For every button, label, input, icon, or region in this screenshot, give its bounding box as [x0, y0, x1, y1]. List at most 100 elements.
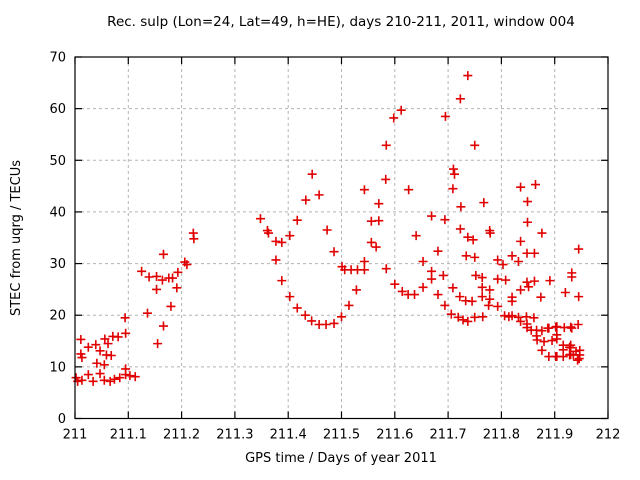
y-tick-label: 0	[58, 412, 66, 427]
data-point-marker	[292, 215, 302, 225]
data-point-marker	[99, 375, 109, 385]
data-point-marker	[359, 257, 369, 267]
data-point-marker	[427, 211, 437, 221]
data-point-marker	[470, 252, 480, 262]
data-point-marker	[552, 322, 562, 332]
data-point-marker	[552, 330, 562, 340]
data-point-marker	[381, 174, 391, 184]
data-point-marker	[448, 184, 458, 194]
data-point-marker	[130, 372, 140, 382]
y-tick-label: 50	[49, 154, 66, 169]
data-point-marker	[285, 231, 295, 241]
data-point-marker	[172, 283, 182, 293]
x-tick-label: 211	[63, 428, 88, 443]
data-point-marker	[537, 345, 547, 355]
data-point-marker	[531, 180, 541, 190]
data-point-marker	[463, 232, 473, 242]
data-point-marker	[157, 275, 167, 285]
data-point-marker	[301, 195, 311, 205]
data-point-marker	[471, 270, 481, 280]
data-point-marker	[545, 276, 555, 286]
data-point-marker	[484, 300, 494, 310]
data-point-marker	[485, 228, 495, 238]
y-axis-label: STEC from uqrg / TECUs	[9, 160, 24, 316]
data-point-marker	[470, 140, 480, 150]
data-point-marker	[77, 375, 87, 385]
data-point-marker	[307, 169, 317, 179]
x-tick-label: 211.9	[536, 428, 573, 443]
data-point-marker	[106, 350, 116, 360]
data-point-marker	[456, 202, 466, 212]
data-point-marker	[271, 255, 281, 265]
data-point-marker	[516, 236, 526, 246]
data-point-marker	[142, 308, 152, 318]
data-point-marker	[448, 283, 458, 293]
data-point-marker	[463, 316, 473, 326]
data-points	[71, 71, 585, 386]
data-point-marker	[440, 215, 450, 225]
data-point-marker	[105, 376, 115, 386]
data-point-marker	[493, 301, 503, 311]
data-point-marker	[544, 323, 554, 333]
data-point-marker	[121, 364, 131, 374]
data-point-marker	[529, 248, 539, 258]
data-point-marker	[100, 334, 110, 344]
data-point-marker	[92, 358, 102, 368]
data-point-marker	[529, 313, 539, 323]
x-tick-label: 211.8	[483, 428, 520, 443]
data-point-marker	[523, 217, 533, 227]
data-point-marker	[463, 71, 473, 81]
data-point-marker	[522, 319, 532, 329]
plot-border	[74, 56, 609, 420]
data-point-marker	[455, 94, 465, 104]
x-tick-label: 211.6	[376, 428, 413, 443]
x-tick-label: 212	[596, 428, 621, 443]
data-point-marker	[477, 282, 487, 292]
data-point-marker	[322, 225, 332, 235]
x-tick-label: 211.5	[323, 428, 360, 443]
data-point-marker	[529, 276, 539, 286]
data-point-marker	[575, 345, 585, 355]
data-point-marker	[404, 185, 414, 195]
data-point-marker	[446, 309, 456, 319]
data-point-marker	[427, 274, 437, 284]
data-point-marker	[516, 316, 526, 326]
data-point-marker	[99, 360, 109, 370]
data-point-marker	[467, 296, 477, 306]
data-point-marker	[532, 335, 542, 345]
data-point-marker	[83, 342, 93, 352]
data-point-marker	[485, 294, 495, 304]
y-tick-label: 20	[49, 309, 66, 324]
data-point-marker	[277, 237, 287, 247]
data-point-marker	[449, 169, 459, 179]
data-point-marker	[153, 339, 163, 349]
data-point-marker	[329, 247, 339, 257]
data-point-marker	[501, 275, 511, 285]
data-point-marker	[493, 274, 503, 284]
data-point-marker	[88, 376, 98, 386]
data-point-marker	[77, 353, 87, 363]
data-point-marker	[300, 310, 310, 320]
data-point-marker	[418, 282, 428, 292]
x-tick-label: 211.3	[216, 428, 253, 443]
data-point-marker	[522, 277, 532, 287]
x-tick-label: 211.7	[429, 428, 466, 443]
data-point-marker	[115, 373, 125, 383]
data-point-marker	[95, 346, 105, 356]
data-point-marker	[448, 164, 458, 174]
data-point-marker	[120, 313, 130, 323]
data-point-marker	[390, 279, 400, 289]
data-point-marker	[507, 311, 517, 321]
data-point-marker	[485, 285, 495, 295]
data-point-marker	[329, 318, 339, 328]
data-point-marker	[516, 285, 526, 295]
data-point-marker	[493, 255, 503, 265]
data-point-marker	[567, 268, 577, 278]
data-point-marker	[168, 273, 178, 283]
data-point-marker	[573, 355, 583, 365]
data-point-marker	[539, 337, 549, 347]
data-point-marker	[477, 273, 487, 283]
x-tick-labels: 211 211.1 211.2 211.3 211.4 211.5 211.6 211.7 21…	[63, 428, 621, 443]
data-point-marker	[513, 312, 523, 322]
data-point-marker	[461, 251, 471, 261]
